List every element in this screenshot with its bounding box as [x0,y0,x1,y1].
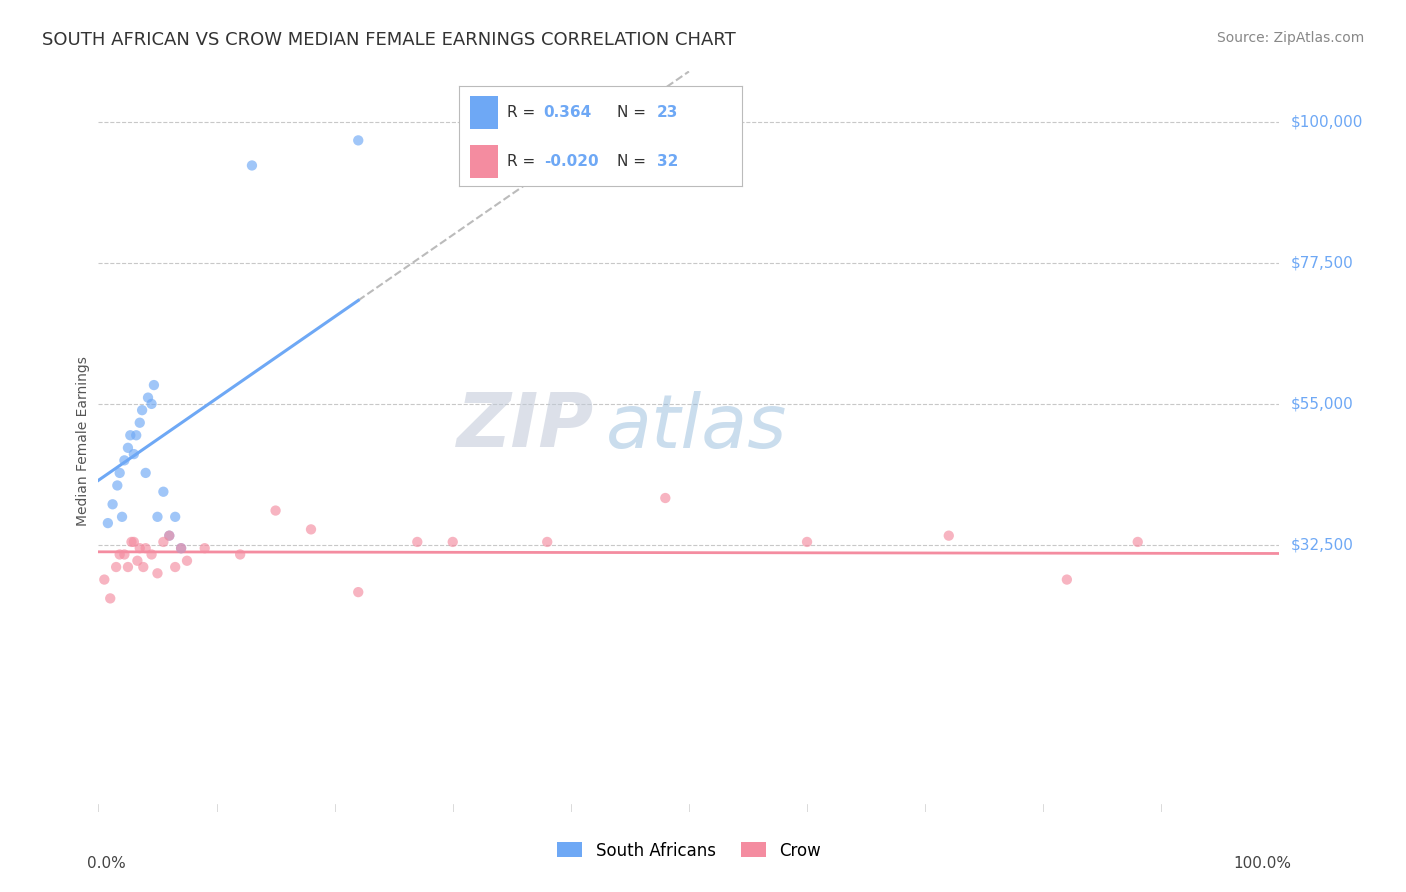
Point [121,535,143,549]
Point [112,548,135,562]
Point [125,428,148,442]
Point [165,509,187,524]
Point [347,133,370,147]
Point [264,503,287,517]
Point [170,541,193,556]
Point [120,428,142,442]
Point [194,541,217,556]
Point [347,585,370,599]
Point [152,535,174,549]
Point [128,416,150,430]
Point [135,541,157,556]
Point [141,397,163,411]
Point [132,560,155,574]
Point [170,541,193,556]
Point [654,491,676,505]
Text: 100.0%: 100.0% [1233,856,1291,871]
Point [406,535,429,549]
Point [152,484,174,499]
Text: 0.0%: 0.0% [87,856,125,871]
Text: $77,500: $77,500 [1291,255,1354,270]
Y-axis label: Median Female Earnings: Median Female Earnings [76,357,90,526]
Point [157,529,180,543]
Point [157,529,180,543]
Legend: South Africans, Crow: South Africans, Crow [551,835,827,866]
Text: Source: ZipAtlas.com: Source: ZipAtlas.com [1216,31,1364,45]
Point [111,509,134,524]
Point [240,159,263,173]
Point [117,560,139,574]
Point [135,466,157,480]
Point [108,548,131,562]
Point [128,541,150,556]
Point [441,535,464,549]
Text: atlas: atlas [606,391,787,463]
Point [97,516,120,530]
Point [229,548,252,562]
Text: SOUTH AFRICAN VS CROW MEDIAN FEMALE EARNINGS CORRELATION CHART: SOUTH AFRICAN VS CROW MEDIAN FEMALE EARN… [42,31,735,49]
Point [105,560,128,574]
Point [1056,573,1078,587]
Point [127,554,149,568]
Point [141,548,163,562]
Point [796,535,818,549]
Point [146,509,169,524]
Point [131,403,153,417]
Point [122,535,145,549]
Point [136,391,159,405]
Point [1126,535,1149,549]
Text: ZIP: ZIP [457,390,595,463]
Point [165,560,187,574]
Point [536,535,558,549]
Point [146,566,169,581]
Point [117,441,139,455]
Point [93,573,115,587]
Point [105,478,128,492]
Point [101,497,124,511]
Text: $100,000: $100,000 [1291,114,1362,129]
Text: $55,000: $55,000 [1291,396,1354,411]
Point [122,447,145,461]
Point [98,591,121,606]
Point [142,378,165,392]
Text: $32,500: $32,500 [1291,538,1354,552]
Point [176,554,198,568]
Point [938,529,960,543]
Point [108,466,131,480]
Point [299,522,322,536]
Point [112,453,135,467]
